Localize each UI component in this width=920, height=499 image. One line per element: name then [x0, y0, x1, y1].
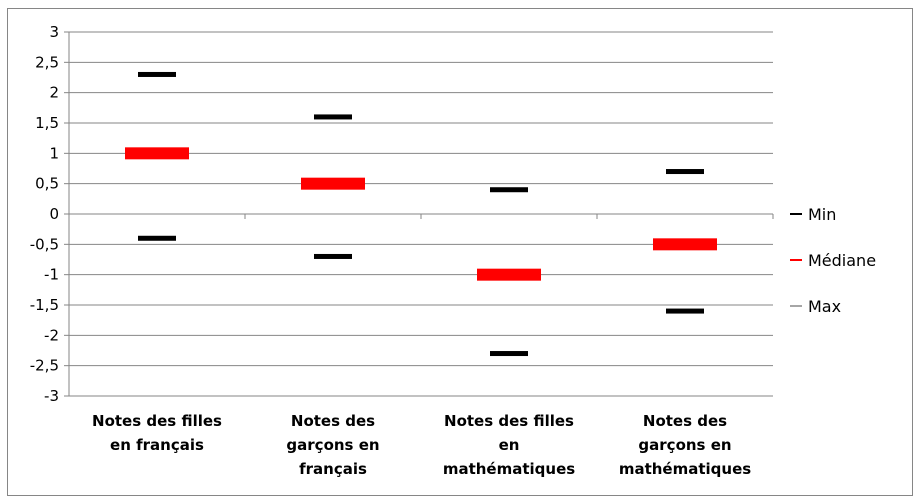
category-label: Notes des filles en mathématiques	[443, 412, 575, 478]
data-marks	[125, 71, 717, 357]
category-label: Notes des garçons en mathématiques	[619, 412, 751, 478]
mark-min-1	[138, 235, 176, 241]
mark-médiane-4	[653, 238, 717, 251]
y-tick-label: 2,5	[35, 53, 59, 71]
mark-médiane-3	[477, 268, 541, 281]
y-tick-label: -2	[44, 326, 59, 344]
y-tick-label: 0	[49, 205, 59, 223]
category-labels: Notes des filles en français Notes des garç…	[92, 412, 751, 478]
y-tick-label: -0,5	[30, 235, 59, 253]
mark-médiane-2	[301, 177, 365, 190]
y-tick-labels: 3 2,5 2 1,5 1 0,5 0 -0,5 -1 -1,5 -2 -2,5 -3	[30, 23, 59, 405]
mark-max-2	[314, 114, 352, 120]
chart-frame	[7, 8, 913, 496]
y-tick-label: 1	[49, 144, 59, 162]
legend: Min Médiane Max	[790, 205, 876, 316]
y-tick-label: 1,5	[35, 114, 59, 132]
gridlines	[69, 31, 773, 397]
axes	[64, 31, 774, 397]
y-tick-label: -2,5	[30, 357, 59, 375]
category-label: Notes des garçons en français	[286, 412, 379, 478]
mark-min-3	[490, 351, 528, 357]
category-label: Notes des filles en français	[92, 412, 222, 454]
mark-max-3	[490, 187, 528, 193]
y-tick-label: 3	[49, 23, 59, 41]
y-tick-label: -3	[44, 387, 59, 405]
mark-médiane-1	[125, 147, 189, 160]
legend-label-1: Min	[808, 205, 836, 224]
mark-max-1	[138, 71, 176, 77]
y-tick-label: 0,5	[35, 175, 59, 193]
y-tick-label: 2	[49, 84, 59, 102]
y-tick-label: -1	[44, 266, 59, 284]
mark-max-4	[666, 169, 704, 175]
legend-label-3: Max	[808, 297, 841, 316]
legend-label-2: Médiane	[808, 251, 876, 270]
mark-min-4	[666, 308, 704, 314]
mark-min-2	[314, 253, 352, 259]
y-tick-label: -1,5	[30, 296, 59, 314]
